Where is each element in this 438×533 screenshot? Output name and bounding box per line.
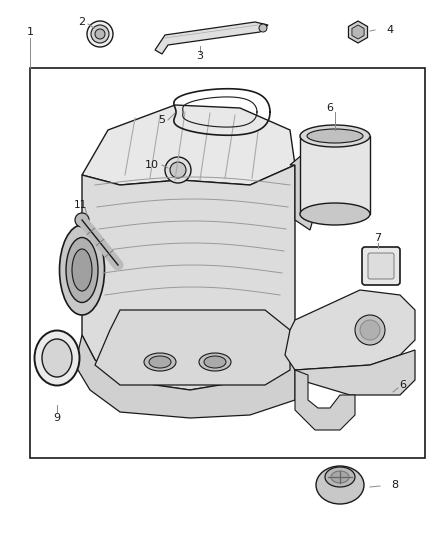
Circle shape (259, 24, 267, 32)
Text: 11: 11 (74, 200, 87, 210)
Ellipse shape (35, 330, 80, 385)
Ellipse shape (66, 238, 98, 303)
FancyBboxPatch shape (368, 253, 394, 279)
Ellipse shape (204, 356, 226, 368)
Polygon shape (75, 335, 295, 418)
Text: 2: 2 (78, 17, 85, 27)
Circle shape (165, 157, 191, 183)
Ellipse shape (331, 471, 349, 483)
Circle shape (360, 320, 380, 340)
Text: 8: 8 (392, 480, 399, 490)
Circle shape (91, 25, 109, 43)
Polygon shape (95, 310, 290, 385)
Ellipse shape (60, 225, 105, 315)
Polygon shape (285, 290, 415, 370)
Ellipse shape (316, 466, 364, 504)
Ellipse shape (199, 353, 231, 371)
Text: 6: 6 (399, 380, 406, 390)
Bar (30, 68, 425, 458)
Ellipse shape (149, 356, 171, 368)
Polygon shape (352, 25, 364, 39)
Polygon shape (82, 165, 295, 390)
Ellipse shape (72, 249, 92, 291)
Ellipse shape (325, 467, 355, 487)
Text: 5: 5 (159, 115, 166, 125)
Circle shape (170, 162, 186, 178)
FancyBboxPatch shape (362, 247, 400, 285)
Polygon shape (155, 22, 268, 54)
Text: 4: 4 (386, 25, 394, 35)
Text: 1: 1 (27, 27, 33, 37)
Ellipse shape (307, 129, 363, 143)
Circle shape (355, 315, 385, 345)
Text: 7: 7 (374, 233, 381, 243)
Circle shape (87, 21, 113, 47)
Ellipse shape (42, 339, 72, 377)
Ellipse shape (300, 125, 370, 147)
Polygon shape (295, 370, 355, 430)
Text: 6: 6 (326, 103, 333, 113)
Polygon shape (82, 105, 295, 185)
Bar (300, 136, 370, 214)
Ellipse shape (144, 353, 176, 371)
Polygon shape (290, 148, 320, 230)
Text: 10: 10 (145, 160, 159, 170)
Text: 3: 3 (197, 51, 204, 61)
Circle shape (95, 29, 105, 39)
Text: 9: 9 (53, 413, 60, 423)
Ellipse shape (300, 203, 370, 225)
Polygon shape (295, 350, 415, 395)
Polygon shape (349, 21, 367, 43)
Circle shape (75, 213, 89, 227)
